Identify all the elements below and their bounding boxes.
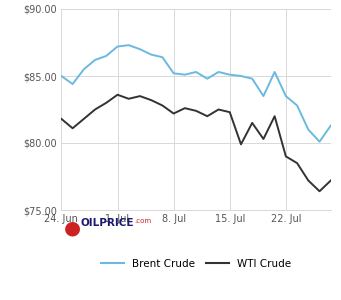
- Legend: Brent Crude, WTI Crude: Brent Crude, WTI Crude: [101, 259, 291, 269]
- Text: ●: ●: [64, 218, 81, 237]
- Text: OILPRICE: OILPRICE: [80, 218, 134, 228]
- Text: .com: .com: [134, 218, 151, 224]
